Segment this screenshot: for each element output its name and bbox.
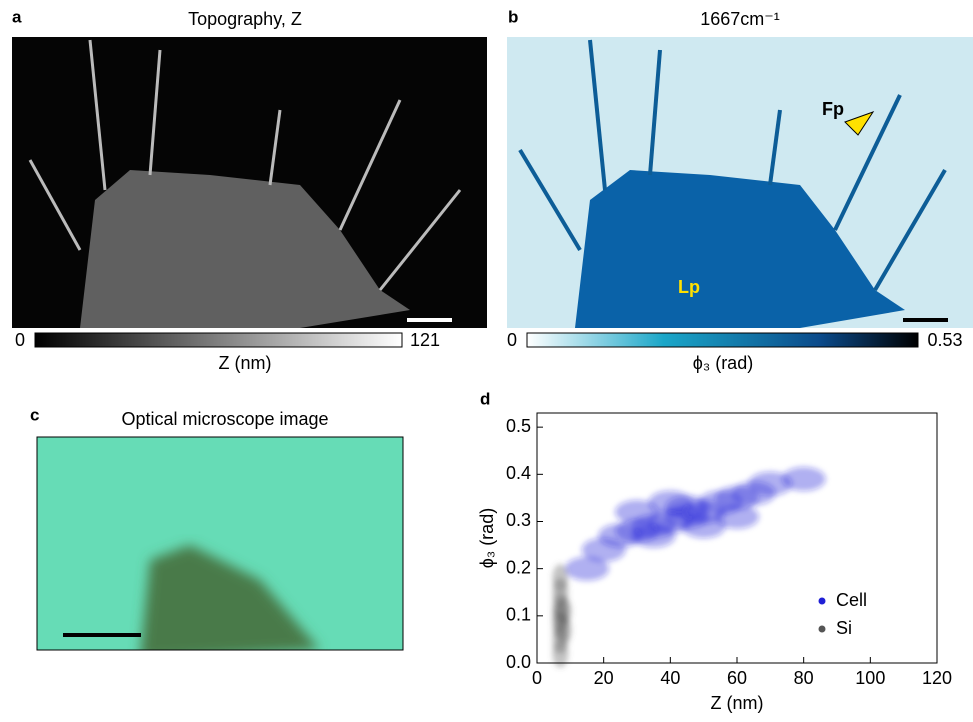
panel-label: a [12, 7, 22, 26]
legend-swatch [818, 625, 826, 633]
point [552, 564, 569, 593]
optical-image [36, 436, 404, 651]
point [631, 523, 676, 548]
x-tick-label: 20 [594, 668, 614, 688]
point [615, 500, 659, 525]
panel-label: b [508, 7, 518, 26]
y-axis-label: ϕ₃ (rad) [477, 508, 497, 568]
panel-title: Topography, Z [188, 9, 302, 29]
colorbar-label: ϕ₃ (rad) [693, 353, 753, 373]
y-tick-label: 0.3 [506, 510, 531, 530]
x-tick-label: 60 [727, 668, 747, 688]
panel-label: c [30, 405, 39, 424]
ir-image [507, 37, 973, 328]
x-tick-label: 0 [532, 668, 542, 688]
y-tick-label: 0.2 [506, 557, 531, 577]
annotation: Fp [822, 99, 844, 119]
y-tick-label: 0.1 [506, 605, 531, 625]
point [748, 471, 793, 496]
x-tick-label: 100 [855, 668, 885, 688]
x-axis-label: Z (nm) [711, 693, 764, 713]
colorbar-max: 0.53 [927, 330, 962, 350]
y-tick-label: 0.0 [506, 652, 531, 672]
x-tick-label: 120 [922, 668, 952, 688]
colorbar [526, 332, 919, 348]
panel-title: Optical microscope image [121, 409, 328, 429]
legend-label: Si [836, 618, 852, 638]
point [565, 556, 609, 581]
points [552, 467, 826, 668]
x-tick-label: 40 [660, 668, 680, 688]
annotation: Lp [678, 277, 700, 297]
point [555, 597, 572, 626]
panel-label: d [480, 389, 490, 408]
y-tick-label: 0.4 [506, 463, 531, 483]
colorbar-label: Z (nm) [219, 353, 272, 373]
legend-label: Cell [836, 590, 867, 610]
x-tick-label: 80 [794, 668, 814, 688]
colorbar [34, 332, 403, 348]
plot-frame [536, 412, 938, 664]
point [715, 504, 759, 529]
point [781, 467, 826, 492]
point [665, 495, 709, 520]
colorbar-max: 121 [410, 330, 440, 350]
colorbar-min: 0 [15, 330, 25, 350]
panel-title: 1667cm⁻¹ [700, 9, 780, 29]
point [681, 514, 726, 539]
legend-swatch [818, 597, 826, 605]
y-tick-label: 0.5 [506, 416, 531, 436]
colorbar-min: 0 [507, 330, 517, 350]
topography-image [12, 37, 487, 328]
